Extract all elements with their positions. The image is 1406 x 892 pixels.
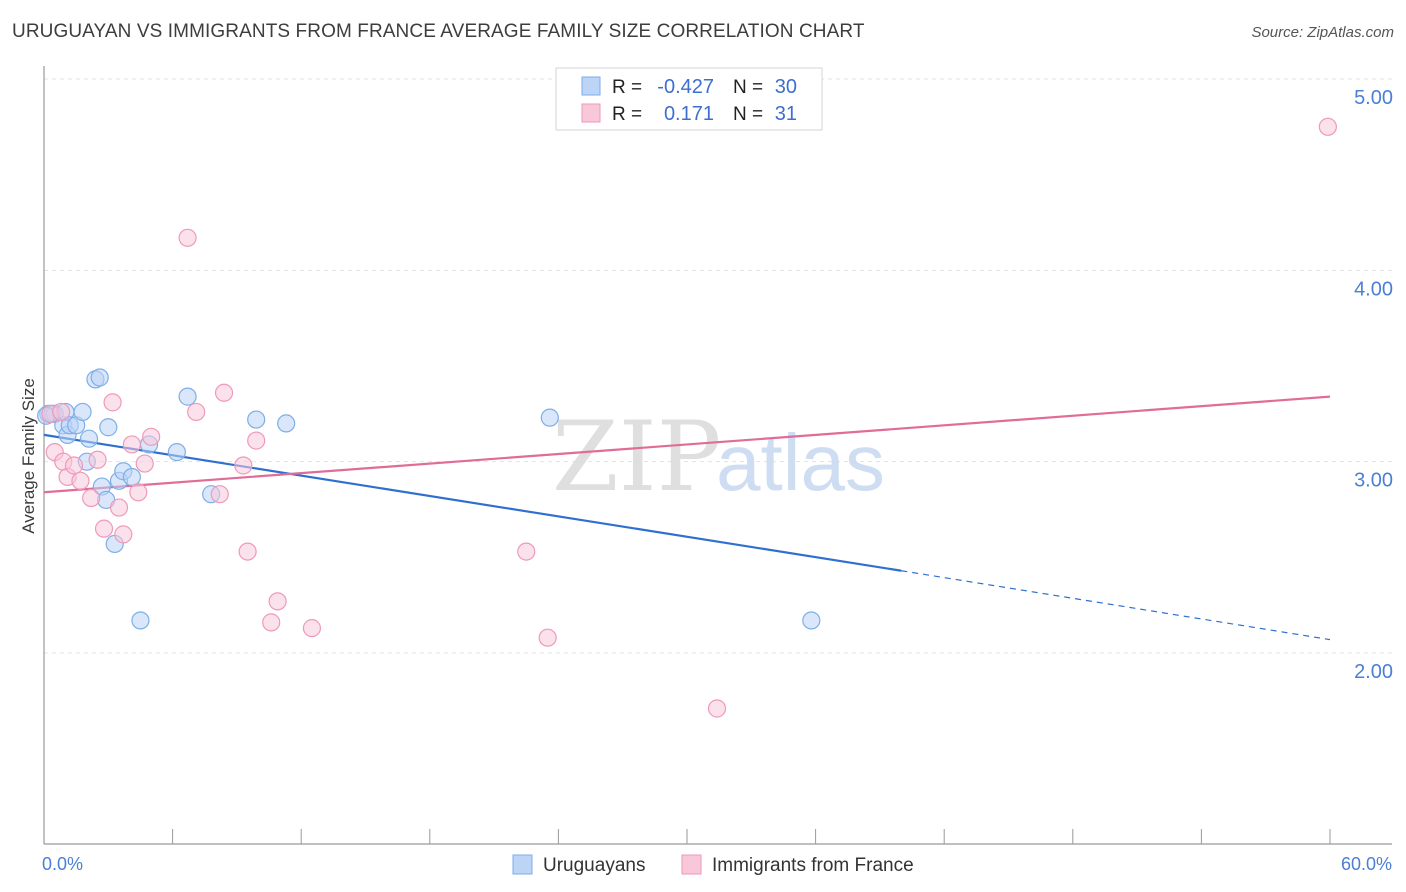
- point-uruguayans-23: [178, 387, 197, 406]
- stats-swatch-uruguayans: [581, 76, 601, 96]
- y-tick-labels: 2.00 3.00 4.00 5.00: [1354, 87, 1393, 683]
- stats-n-value-2: 31: [775, 103, 797, 125]
- point-immigrants-20: [214, 383, 234, 402]
- y-tick-label-5: 5.00: [1354, 87, 1393, 109]
- point-uruguayans-8: [73, 402, 92, 422]
- point-uruguayans-20: [131, 611, 150, 630]
- point-immigrants-8: [88, 450, 107, 469]
- trend-line-uruguayans: [43, 433, 902, 572]
- point-immigrants-15: [135, 454, 154, 473]
- point-immigrants-26: [302, 619, 322, 638]
- chart-title: URUGUAYAN VS IMMIGRANTS FROM FRANCE AVER…: [12, 21, 865, 42]
- stats-n-label-2: N =: [733, 104, 763, 125]
- point-immigrants-7: [82, 488, 101, 508]
- stats-n-label-1: N =: [733, 77, 763, 98]
- point-immigrants-29: [707, 699, 727, 718]
- y-tick-label-3: 3.00: [1354, 470, 1393, 492]
- point-immigrants-23: [247, 431, 266, 450]
- point-uruguayans-25: [247, 410, 266, 429]
- legend-label-uruguayans: Uruguayans: [543, 855, 645, 876]
- point-immigrants-22: [238, 542, 257, 561]
- point-immigrants-24: [262, 613, 281, 632]
- x-tick-label-max: 60.0%: [1341, 854, 1392, 874]
- trend-line-immigrants-from-france: [43, 395, 1331, 494]
- point-uruguayans-10: [79, 429, 99, 448]
- point-immigrants-19: [210, 485, 229, 504]
- trend-lines: [43, 395, 1331, 641]
- point-immigrants-10: [103, 393, 122, 412]
- point-immigrants-11: [109, 498, 129, 517]
- legend: Uruguayans Immigrants from France: [512, 854, 914, 876]
- point-immigrants-2: [52, 402, 71, 422]
- y-tick-label-4: 4.00: [1354, 278, 1393, 300]
- point-immigrants-28: [538, 628, 557, 647]
- watermark: ZIP atlas: [552, 401, 885, 513]
- stats-n-value-1: 30: [775, 76, 797, 98]
- point-uruguayans-22: [167, 443, 186, 462]
- point-uruguayans-27: [540, 408, 559, 427]
- stats-r-label-1: R =: [612, 77, 642, 98]
- gridlines: [44, 78, 1392, 654]
- point-immigrants-5: [64, 456, 84, 475]
- point-immigrants-16: [142, 427, 161, 446]
- legend-swatch-immigrants: [681, 854, 702, 875]
- x-tick-label-min: 0.0%: [42, 854, 83, 874]
- point-uruguayans-26: [277, 414, 296, 433]
- legend-swatch-uruguayans: [512, 854, 533, 875]
- stats-box: R = -0.427 N = 30 R = 0.171 N = 31: [555, 67, 823, 131]
- point-immigrants-27: [517, 542, 536, 561]
- stats-r-value-1: -0.427: [657, 76, 714, 98]
- points-immigrants-from-france: [41, 117, 1337, 718]
- point-immigrants-6: [71, 471, 90, 490]
- stats-r-value-2: 0.171: [664, 103, 714, 125]
- point-immigrants-21: [234, 456, 253, 475]
- point-uruguayans-12: [90, 368, 109, 387]
- point-uruguayans-15: [99, 418, 118, 437]
- y-tick-label-2: 2.00: [1354, 661, 1393, 683]
- point-immigrants-9: [94, 519, 114, 538]
- stats-swatch-immigrants: [581, 103, 601, 123]
- stats-r-label-2: R =: [612, 104, 642, 125]
- point-immigrants-14: [129, 483, 148, 502]
- point-immigrants-12: [114, 525, 133, 544]
- legend-label-immigrants: Immigrants from France: [712, 855, 914, 876]
- source-label: Source: ZipAtlas.com: [1251, 24, 1394, 41]
- point-immigrants-18: [187, 402, 206, 422]
- point-uruguayans-19: [122, 467, 141, 487]
- watermark-zip: ZIP: [552, 401, 721, 513]
- point-immigrants-13: [122, 435, 141, 454]
- y-axis-label: Average Family Size: [19, 378, 38, 534]
- point-immigrants-30: [1318, 117, 1337, 136]
- point-uruguayans-28: [802, 611, 821, 630]
- x-axis-ticks: [43, 829, 1331, 844]
- point-immigrants-17: [178, 228, 197, 247]
- point-immigrants-25: [268, 592, 287, 611]
- trend-line-uruguayans-extension: [901, 570, 1331, 641]
